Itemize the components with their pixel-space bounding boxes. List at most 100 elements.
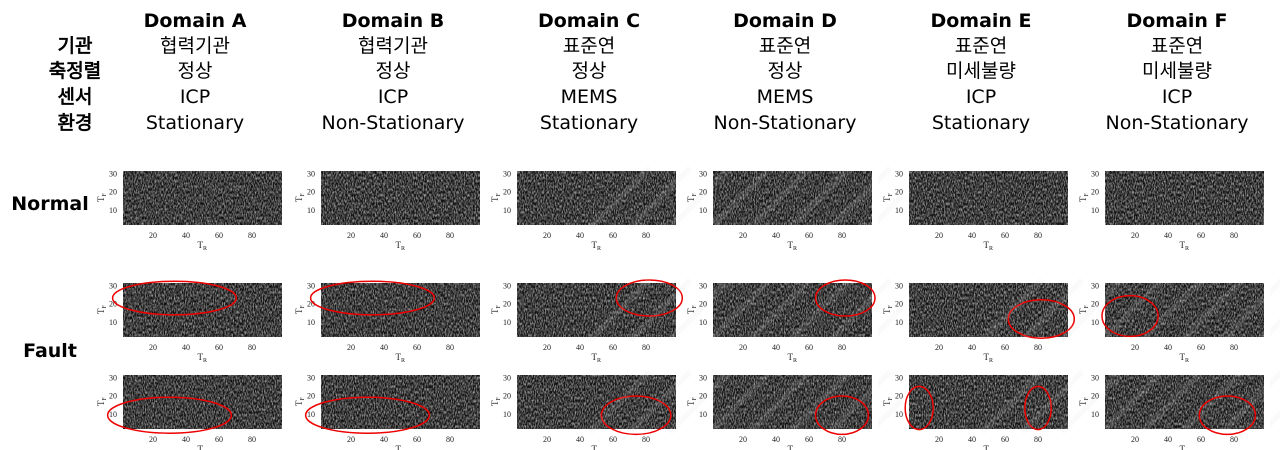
x-tick-label: 60 xyxy=(413,231,421,240)
domain-field: 표준연 xyxy=(1151,35,1203,57)
y-tick-label: 30 xyxy=(699,169,707,178)
diagonal-band xyxy=(787,277,853,343)
y-axis-sub: F xyxy=(1084,305,1090,309)
x-axis-label: TR xyxy=(984,240,994,252)
y-axis-label: TF xyxy=(686,397,698,407)
y-axis-sub: F xyxy=(496,305,502,309)
domain-field: 미세불량 xyxy=(1142,60,1212,82)
x-axis-label: TR xyxy=(592,240,602,252)
plot-frame xyxy=(315,369,486,435)
y-axis-label: TF xyxy=(490,193,502,203)
y-axis-main: T xyxy=(686,308,696,314)
x-tick-label: 60 xyxy=(1001,435,1009,444)
plot-frame xyxy=(1099,369,1270,435)
x-tick-label: 60 xyxy=(215,231,223,240)
y-tick-label: 10 xyxy=(109,206,117,215)
y-axis-main: T xyxy=(1078,400,1088,406)
spectrogram-noise xyxy=(710,280,875,340)
y-axis-label: TF xyxy=(686,193,698,203)
plot-frame xyxy=(511,277,682,343)
row-header: 축정렬 xyxy=(49,60,101,82)
y-axis-sub: F xyxy=(692,193,698,197)
y-tick-label: 30 xyxy=(307,169,315,178)
diagonal-band xyxy=(747,277,813,343)
plot-frame xyxy=(1099,165,1270,231)
plot-frame xyxy=(117,277,288,343)
y-axis-main: T xyxy=(686,196,696,202)
x-axis-sub: R xyxy=(597,358,601,364)
x-axis-label: TR xyxy=(396,240,406,252)
fault-highlight xyxy=(106,396,233,434)
x-tick-label: 60 xyxy=(609,435,617,444)
x-axis-label: T xyxy=(396,352,402,362)
x-tick-label: 40 xyxy=(1164,343,1172,352)
spectrogram-noise xyxy=(1102,168,1267,228)
x-axis-label: TR xyxy=(984,352,994,364)
diagonal-band xyxy=(1139,277,1205,343)
plot-frame xyxy=(707,369,878,435)
x-tick-label: 60 xyxy=(1197,343,1205,352)
x-tick-label: 40 xyxy=(182,231,190,240)
y-tick-label: 20 xyxy=(109,300,117,309)
diagonal-band xyxy=(1059,277,1125,343)
x-tick-label: 40 xyxy=(576,343,584,352)
y-tick-label: 10 xyxy=(109,410,117,419)
y-tick-label: 30 xyxy=(895,169,903,178)
domain-field: 협력기관 xyxy=(160,35,230,57)
x-axis-label: T xyxy=(198,352,204,362)
x-tick-label: 60 xyxy=(1001,231,1009,240)
fault-highlight xyxy=(814,395,870,436)
diagonal-band xyxy=(667,369,733,435)
spectrogram-noise xyxy=(514,280,679,340)
y-tick-label: 10 xyxy=(307,206,315,215)
x-tick-label: 20 xyxy=(739,343,747,352)
domain-field: 정상 xyxy=(178,60,213,82)
x-tick-label: 20 xyxy=(1131,231,1139,240)
y-axis-main: T xyxy=(490,308,500,314)
y-tick-label: 10 xyxy=(503,206,511,215)
y-tick-label: 30 xyxy=(109,281,117,290)
diagonal-band xyxy=(979,369,1045,435)
x-tick-label: 40 xyxy=(772,231,780,240)
y-tick-label: 10 xyxy=(109,318,117,327)
diagonal-band xyxy=(707,165,773,231)
x-tick-label: 60 xyxy=(609,231,617,240)
row-header: 센서 xyxy=(58,86,93,108)
y-axis-main: T xyxy=(294,196,304,202)
x-tick-label: 80 xyxy=(1034,343,1042,352)
y-axis-label: TF xyxy=(96,305,108,315)
x-axis-label: TR xyxy=(592,352,602,364)
x-tick-label: 80 xyxy=(642,231,650,240)
diagonal-band xyxy=(827,277,893,343)
x-tick-label: 20 xyxy=(739,435,747,444)
spectrogram-noise xyxy=(1102,280,1267,340)
y-axis-label: TF xyxy=(1078,305,1090,315)
x-tick-label: 20 xyxy=(543,343,551,352)
fault-highlight xyxy=(304,396,431,434)
x-tick-label: 40 xyxy=(576,435,584,444)
domain-field: ICP xyxy=(180,86,210,108)
x-axis-label: T xyxy=(984,444,990,450)
y-tick-label: 30 xyxy=(307,373,315,382)
y-axis-main: T xyxy=(1078,196,1088,202)
spectrogram-noise xyxy=(514,372,679,432)
y-tick-label: 20 xyxy=(307,392,315,401)
x-tick-label: 20 xyxy=(543,231,551,240)
y-tick-label: 20 xyxy=(699,188,707,197)
domain-field: 정상 xyxy=(768,60,803,82)
x-axis-label: TR xyxy=(198,352,208,364)
x-tick-label: 80 xyxy=(446,435,454,444)
x-axis-label: T xyxy=(1180,444,1186,450)
y-tick-label: 20 xyxy=(895,300,903,309)
plot-frame xyxy=(511,369,682,435)
y-tick-label: 30 xyxy=(503,281,511,290)
spectrogram-noise xyxy=(514,168,679,228)
domain-field: 표준연 xyxy=(759,35,811,57)
diagonal-band xyxy=(747,165,813,231)
row-header: 환경 xyxy=(58,112,93,134)
y-axis-main: T xyxy=(96,196,106,202)
diagonal-band xyxy=(627,165,693,231)
diagonal-band xyxy=(667,165,733,231)
x-tick-label: 40 xyxy=(772,435,780,444)
